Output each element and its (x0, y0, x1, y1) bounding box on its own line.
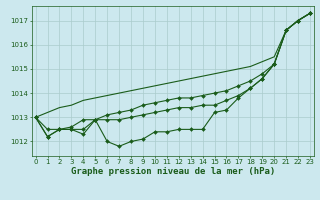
X-axis label: Graphe pression niveau de la mer (hPa): Graphe pression niveau de la mer (hPa) (71, 167, 275, 176)
